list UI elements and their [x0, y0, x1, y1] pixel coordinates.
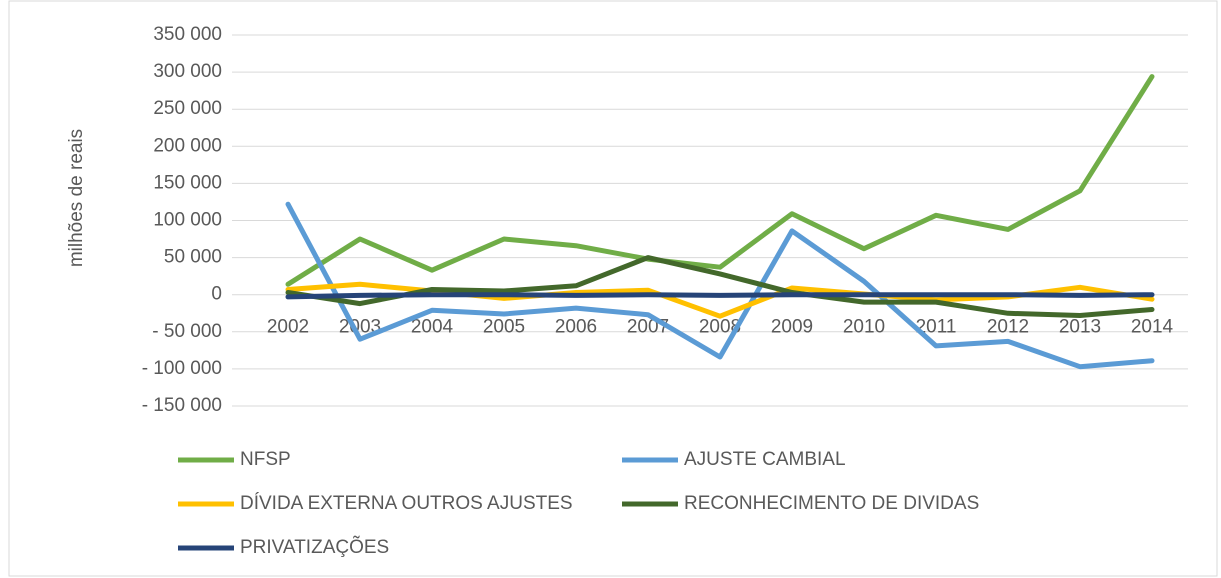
legend-label: DÍVIDA EXTERNA OUTROS AJUSTES	[240, 493, 573, 514]
legend-label: NFSP	[240, 449, 291, 470]
y-tick-label: - 150 000	[142, 395, 222, 416]
y-tick-label: - 50 000	[152, 321, 222, 342]
x-tick-label: 2011	[916, 317, 957, 338]
series-line	[285, 201, 1155, 370]
x-tick-label: 2008	[699, 317, 741, 338]
x-tick-label: 2009	[771, 317, 813, 338]
x-tick-label: 2013	[1059, 317, 1101, 338]
y-tick-label: 200 000	[153, 135, 222, 156]
y-tick-label: 0	[211, 284, 222, 305]
series-line	[285, 255, 1155, 318]
series-line	[285, 74, 1155, 287]
y-tick-label: 100 000	[153, 210, 222, 231]
x-tick-label: 2005	[483, 317, 525, 338]
series-line	[285, 292, 1155, 300]
y-tick-label: 150 000	[153, 172, 222, 193]
x-tick-label: 2012	[987, 317, 1029, 338]
legend-label: RECONHECIMENTO DE DIVIDAS	[684, 493, 979, 514]
x-tick-label: 2004	[411, 317, 454, 338]
y-tick-label: 50 000	[164, 247, 222, 268]
legend-label: PRIVATIZAÇÕES	[240, 536, 389, 558]
y-tick-label: 300 000	[153, 61, 222, 82]
y-axis-title: milhões de reais	[66, 129, 87, 267]
y-tick-label: 250 000	[153, 98, 222, 119]
chart-border	[8, 0, 1218, 577]
legend-label: AJUSTE CAMBIAL	[684, 449, 846, 470]
x-tick-label: 2014	[1131, 317, 1174, 338]
y-tick-label: - 100 000	[142, 358, 222, 379]
x-tick-label: 2007	[627, 317, 669, 338]
y-tick-label: 350 000	[153, 24, 222, 45]
x-tick-label: 2006	[555, 317, 597, 338]
x-tick-label: 2010	[843, 317, 885, 338]
x-tick-label: 2002	[267, 317, 309, 338]
